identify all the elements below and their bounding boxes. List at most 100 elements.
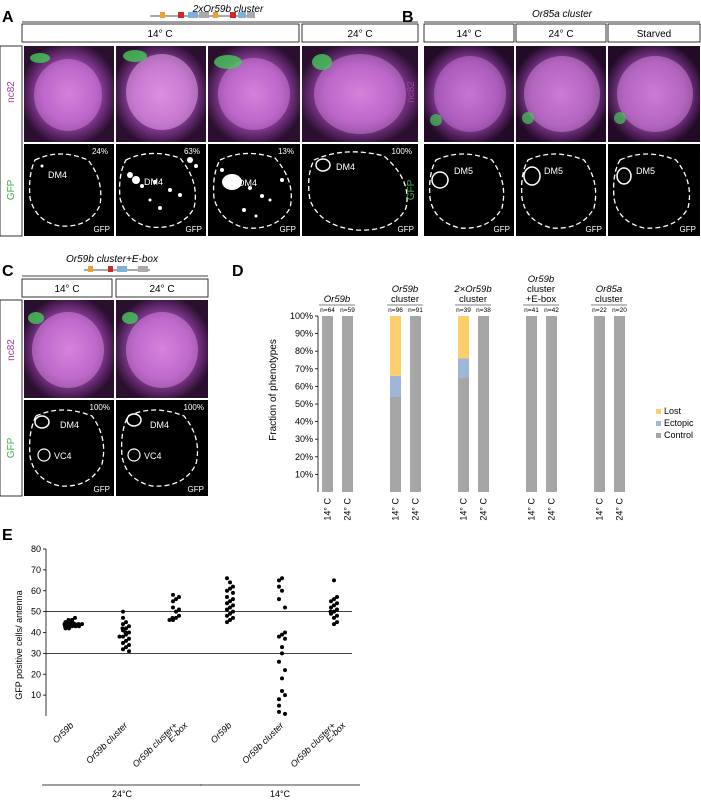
x-category-label: Or59b [209,720,234,745]
data-point [171,592,175,597]
data-point [283,668,287,673]
data-point [283,711,287,716]
bar-segment-control [594,316,605,492]
data-point [280,688,284,693]
panel-b-condition-box [607,23,701,43]
data-point [225,601,229,606]
data-point [332,622,336,627]
bar-segment-control [526,316,537,492]
legend-label-control: Control [664,430,693,440]
n-label: n=91 [408,307,423,314]
data-point [121,615,125,620]
panel-a-gfp-tag: GFP [94,225,110,234]
panel-b-glomerulus-label: DM5 [544,166,563,176]
x-tick-label: 24° C [479,498,489,521]
data-point [277,578,281,583]
data-point [171,605,175,610]
data-point [280,645,284,650]
y-tick-label: 10 [31,690,41,700]
y-tick-label: 10% [295,469,313,479]
panel-a-gfp-images: DM4 DM4 DM4 DM4 24% 63% 13% 100% GFP GFP… [24,144,418,236]
panel-c-condition-box [115,278,209,298]
data-point [225,588,229,593]
panel-a-letter: A [2,9,14,26]
panel-a-percent: 100% [392,147,412,156]
x-tick-label: 24° C [411,498,421,521]
data-point [124,638,128,643]
panel-a-stain-frame [0,45,23,237]
panel-c-condition-label: 24° C [149,284,174,295]
data-point [329,605,333,610]
panel-c-stain-gfp: GFP [6,437,17,458]
data-point [228,617,232,622]
data-point [225,595,229,600]
x-category-label: Or59b cluster [240,720,286,766]
data-point [171,617,175,622]
data-point [332,615,336,620]
data-point [63,626,68,631]
panel-a-percent: 13% [278,147,294,156]
bar-segment-control [410,316,421,492]
panel-a-gfp-tag: GFP [398,225,414,234]
x-tick-label: 14° C [323,498,333,521]
y-tick-label: 30% [295,434,313,444]
x-category-label: Or59b cluster [84,720,130,766]
bar-segment-control [614,316,625,492]
panel-d: D Fraction of phenotypes 10% 20% 30% 40% 50%… [232,263,694,521]
panel-c-glomerulus-label: DM4 [150,420,169,430]
panel-a-nc82-images [24,46,418,142]
x-tick-label: 24° C [343,498,353,521]
x-category-label: Or59b cluster+ [288,720,337,769]
data-point [127,630,131,635]
panel-d-y-axis-label: Fraction of phenotypes [268,339,279,441]
data-point [283,693,287,698]
panel-c-stain-frame [0,299,23,497]
panel-a-glomerulus-label: DM4 [336,162,355,172]
x-category-label: Or59b [51,720,76,745]
glomerulus-outline [120,409,199,487]
panel-e-y-axis-label: GFP positive cells/ antenna [14,590,24,699]
y-tick-label: 70% [295,364,313,374]
legend-swatch-lost [656,409,661,414]
panel-c-construct-diagram [84,266,150,272]
data-point [231,597,235,602]
n-label: n=22 [592,307,607,314]
group-label: Or85a [596,284,622,295]
micrograph [516,144,606,236]
data-point [174,609,178,614]
panel-e-letter: E [2,527,13,544]
data-point [277,597,281,602]
data-point [177,595,181,600]
data-point [80,622,84,627]
panel-a-percent: 24% [92,147,108,156]
panel-b-stain-nc82: nc82 [406,81,417,103]
panel-c-glomerulus-label: DM4 [60,420,79,430]
panel-c-letter: C [2,263,14,280]
bar-segment-control [342,316,353,492]
x-tick-label: 14° C [527,498,537,521]
data-point [335,607,339,612]
panel-c-percent: 100% [90,403,110,412]
data-point [127,636,131,641]
data-point [329,599,333,604]
panel-b-condition-box [515,23,607,43]
x-tick-label: 14° C [459,498,469,521]
data-point [228,611,232,616]
micrograph [24,400,114,496]
panel-a-construct-diagram [150,12,255,18]
data-point [277,697,281,702]
panel-a-condition-label: 14° C [147,29,172,40]
panel-a-stain-nc82: nc82 [6,81,17,103]
bar-segment-ectopic [390,375,401,397]
data-point [171,599,175,604]
y-tick-label: 40 [31,628,41,638]
data-point [283,630,287,635]
y-tick-label: 80 [31,544,41,554]
legend-label-ectopic: Ectopic [664,418,694,428]
data-point [277,709,281,714]
glomerulus-outline [308,151,408,231]
bar-segment-lost [390,316,401,376]
x-tick-label: 24° C [615,498,625,521]
y-tick-label: 60% [295,381,313,391]
glomerulus-outline [520,153,597,229]
